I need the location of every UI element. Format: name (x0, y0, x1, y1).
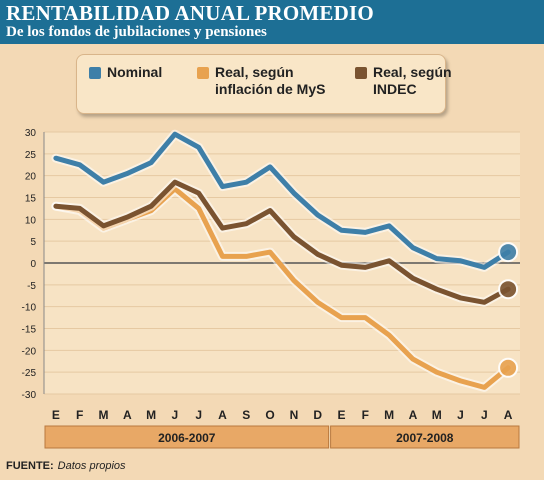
y-tick-label: -30 (22, 390, 37, 401)
legend: Nominal Real, según inflación de MyS Real… (76, 54, 452, 114)
legend-label-real-indec: Real, según INDEC (373, 64, 452, 97)
legend-label-nominal: Nominal (107, 64, 163, 80)
x-tick-label: S (242, 408, 250, 422)
source-label: FUENTE: (6, 460, 54, 472)
x-tick-label: J (481, 408, 488, 422)
y-tick-label: 25 (25, 150, 37, 161)
header-banner: RENTABILIDAD ANUAL PROMEDIO De los fondo… (0, 0, 544, 44)
y-tick-label: -25 (22, 368, 37, 379)
legend-swatch-real-indec (355, 67, 367, 79)
x-tick-label: O (265, 408, 274, 422)
y-tick-label: 30 (25, 128, 37, 139)
period-band (330, 425, 520, 449)
y-tick-label: -5 (27, 281, 36, 292)
period-band (44, 425, 330, 449)
series-line-real_indec (53, 179, 511, 305)
x-tick-label: A (218, 408, 227, 422)
y-tick-label: 10 (25, 215, 37, 226)
y-tick-label: -15 (22, 325, 37, 336)
y-tick-label: 20 (25, 172, 37, 183)
x-tick-label: N (290, 408, 299, 422)
x-tick-label: A (409, 408, 418, 422)
x-tick-label: J (195, 408, 202, 422)
legend-label-real-mys: Real, según inflación de MyS (215, 64, 326, 97)
y-tick-label: 15 (25, 194, 37, 205)
x-tick-label: M (146, 408, 156, 422)
series-end-marker-nominal (498, 242, 519, 263)
series-end-marker-real_indec (498, 279, 519, 300)
x-tick-label: M (432, 408, 442, 422)
x-tick-label: F (362, 408, 369, 422)
x-tick-label: E (52, 408, 60, 422)
y-tick-label: 5 (30, 237, 36, 248)
y-tick-label: 0 (30, 259, 36, 270)
y-tick-label: -10 (22, 303, 37, 314)
x-tick-label: M (384, 408, 394, 422)
x-tick-label: E (337, 408, 345, 422)
y-tick-label: -20 (22, 346, 37, 357)
period-label: 2007-2008 (396, 431, 454, 445)
x-tick-label: A (504, 408, 513, 422)
legend-swatch-real-mys (197, 67, 209, 79)
x-tick-label: F (76, 408, 83, 422)
source-value: Datos propios (57, 460, 126, 472)
x-tick-label: M (99, 408, 109, 422)
x-tick-label: J (457, 408, 464, 422)
series-end-marker-real_mys (498, 357, 519, 378)
x-tick-label: A (123, 408, 132, 422)
source-note: FUENTE: Datos propios (6, 460, 126, 472)
legend-swatch-nominal (89, 67, 101, 79)
chart-title: RENTABILIDAD ANUAL PROMEDIO (6, 1, 374, 25)
chart-subtitle: De los fondos de jubilaciones y pensione… (6, 24, 267, 40)
period-label: 2006-2007 (158, 431, 216, 445)
series-line-nominal (53, 131, 511, 270)
x-tick-label: J (172, 408, 179, 422)
x-tick-label: D (313, 408, 322, 422)
